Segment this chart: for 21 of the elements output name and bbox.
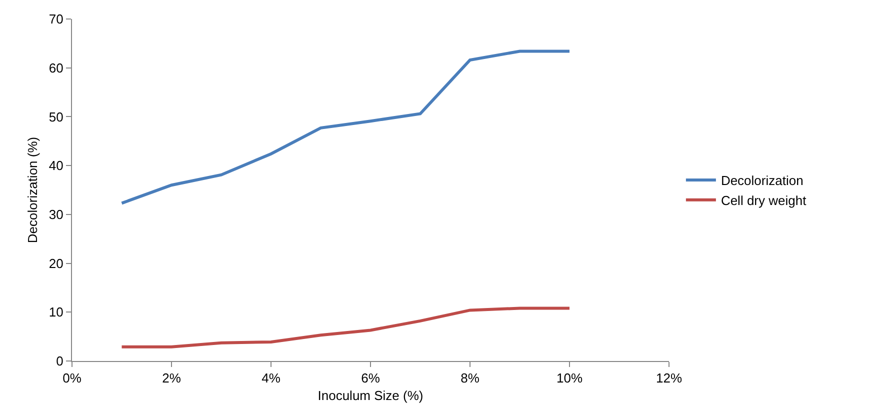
- y-tick-label: 50: [48, 109, 64, 124]
- x-tick-label: 12%: [656, 370, 682, 386]
- x-axis-title: Inoculum Size (%): [318, 388, 424, 404]
- y-tick-label: 30: [48, 206, 64, 222]
- x-tick-label: 8%: [460, 370, 480, 386]
- legend-label: Decolorization: [720, 173, 804, 188]
- legend-label: Cell dry weight: [720, 192, 807, 208]
- x-tick-label: 4%: [262, 370, 281, 386]
- y-tick-label: 70: [48, 12, 64, 27]
- y-tick-label: 20: [48, 256, 64, 271]
- y-axis-title: Decolorization (%): [24, 136, 40, 244]
- line-series: [120, 306, 571, 348]
- x-tick-label: 2%: [162, 370, 182, 386]
- y-tick-label: 0: [56, 354, 64, 369]
- y-tick-label: 40: [48, 158, 64, 174]
- y-tick-label: 60: [48, 60, 64, 76]
- line-series: [120, 50, 571, 205]
- x-tick-label: 0%: [62, 370, 82, 386]
- x-tick-label: 6%: [361, 370, 380, 386]
- x-tick-label: 10%: [556, 370, 583, 386]
- y-tick-label: 10: [48, 304, 64, 320]
